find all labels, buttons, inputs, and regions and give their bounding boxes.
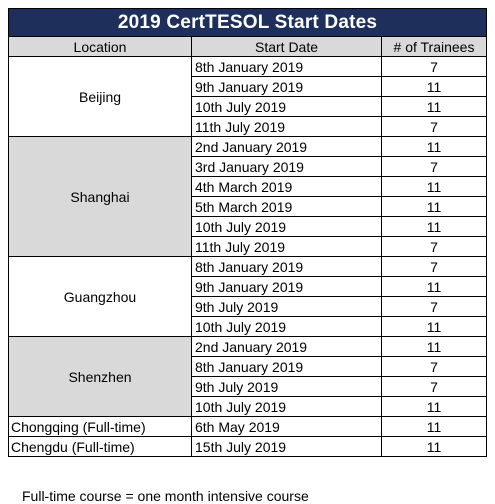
table-row: 9th January 2019 11 xyxy=(9,276,487,297)
trainees-cell[interactable]: 7 xyxy=(381,56,487,77)
trainees-cell[interactable]: 11 xyxy=(381,436,487,457)
start-date-cell[interactable]: 10th July 2019 xyxy=(191,96,382,117)
spreadsheet: 2019 CertTESOL Start Dates Location Star… xyxy=(8,8,487,504)
trainees-cell[interactable]: 7 xyxy=(381,116,487,137)
header-trainees: # of Trainees xyxy=(381,36,487,57)
header-location: Location xyxy=(8,36,192,57)
table-row: Shenzhen 2nd January 2019 11 xyxy=(8,336,487,417)
table-row: 10th July 2019 11 xyxy=(9,396,487,417)
start-dates-table: 2019 CertTESOL Start Dates Location Star… xyxy=(8,8,487,457)
trainees-cell[interactable]: 11 xyxy=(381,196,487,217)
table-row: Guangzhou 8th January 2019 7 xyxy=(8,256,487,337)
start-date-cell[interactable]: 8th January 2019 xyxy=(191,56,382,77)
table-row: 10th July 2019 11 xyxy=(9,216,487,237)
start-date-cell[interactable]: 11th July 2019 xyxy=(191,116,382,137)
location-cell[interactable]: Chengdu (Full-time) xyxy=(8,436,192,457)
table-row: Beijing 8th January 2019 7 xyxy=(8,56,487,137)
start-date-cell[interactable]: 10th July 2019 xyxy=(191,396,382,417)
trainees-cell[interactable]: 11 xyxy=(381,96,487,117)
trainees-cell[interactable]: 11 xyxy=(381,396,487,417)
trainees-cell[interactable]: 7 xyxy=(381,236,487,257)
header-start-date: Start Date xyxy=(191,36,382,57)
trainees-cell[interactable]: 7 xyxy=(381,256,487,277)
start-date-cell[interactable]: 11th July 2019 xyxy=(191,236,382,257)
trainees-cell[interactable]: 7 xyxy=(381,296,487,317)
start-date-cell[interactable]: 9th January 2019 xyxy=(191,276,382,297)
table-row: 11th July 2019 7 xyxy=(9,116,487,137)
start-date-cell[interactable]: 2nd January 2019 xyxy=(191,136,382,157)
table-body: Beijing 8th January 2019 7 9th January 2019… xyxy=(8,56,487,457)
start-date-cell[interactable]: 15th July 2019 xyxy=(191,436,382,457)
start-date-cell[interactable]: 5th March 2019 xyxy=(191,196,382,217)
table-row: 9th July 2019 7 xyxy=(9,376,487,397)
trainees-cell[interactable]: 7 xyxy=(381,356,487,377)
trainees-cell[interactable]: 11 xyxy=(381,416,487,437)
start-date-cell[interactable]: 6th May 2019 xyxy=(191,416,382,437)
start-date-cell[interactable]: 8th January 2019 xyxy=(191,356,382,377)
location-cell[interactable]: Shanghai xyxy=(8,136,192,257)
table-row: Shanghai 2nd January 2019 11 xyxy=(8,136,487,257)
start-date-cell[interactable]: 9th January 2019 xyxy=(191,76,382,97)
trainees-cell[interactable]: 11 xyxy=(381,136,487,157)
start-date-cell[interactable]: 2nd January 2019 xyxy=(191,336,382,357)
trainees-cell[interactable]: 7 xyxy=(381,156,487,177)
table-row: 9th July 2019 7 xyxy=(9,296,487,317)
trainees-cell[interactable]: 11 xyxy=(381,336,487,357)
trainees-cell[interactable]: 11 xyxy=(381,316,487,337)
trainees-cell[interactable]: 11 xyxy=(381,176,487,197)
footnote: Full-time course = one month intensive c… xyxy=(22,488,309,504)
start-date-cell[interactable]: 10th July 2019 xyxy=(191,216,382,237)
table-row: 4th March 2019 11 xyxy=(9,176,487,197)
trainees-cell[interactable]: 11 xyxy=(381,216,487,237)
table-row: Chongqing (Full-time) 6th May 2019 11 xyxy=(8,416,487,437)
trainees-cell[interactable]: 11 xyxy=(381,276,487,297)
table-row: Chengdu (Full-time) 15th July 2019 11 xyxy=(8,436,487,457)
trainees-cell[interactable]: 7 xyxy=(381,376,487,397)
location-cell[interactable]: Shenzhen xyxy=(8,336,192,417)
start-date-cell[interactable]: 4th March 2019 xyxy=(191,176,382,197)
trainees-cell[interactable]: 11 xyxy=(381,76,487,97)
location-cell[interactable]: Chongqing (Full-time) xyxy=(8,416,192,437)
location-cell[interactable]: Guangzhou xyxy=(8,256,192,337)
start-date-cell[interactable]: 8th January 2019 xyxy=(191,256,382,277)
start-date-cell[interactable]: 9th July 2019 xyxy=(191,376,382,397)
table-title: 2019 CertTESOL Start Dates xyxy=(8,8,487,37)
start-date-cell[interactable]: 10th July 2019 xyxy=(191,316,382,337)
table-row: 3rd January 2019 7 xyxy=(9,156,487,177)
location-cell[interactable]: Beijing xyxy=(8,56,192,137)
start-date-cell[interactable]: 9th July 2019 xyxy=(191,296,382,317)
start-date-cell[interactable]: 3rd January 2019 xyxy=(191,156,382,177)
